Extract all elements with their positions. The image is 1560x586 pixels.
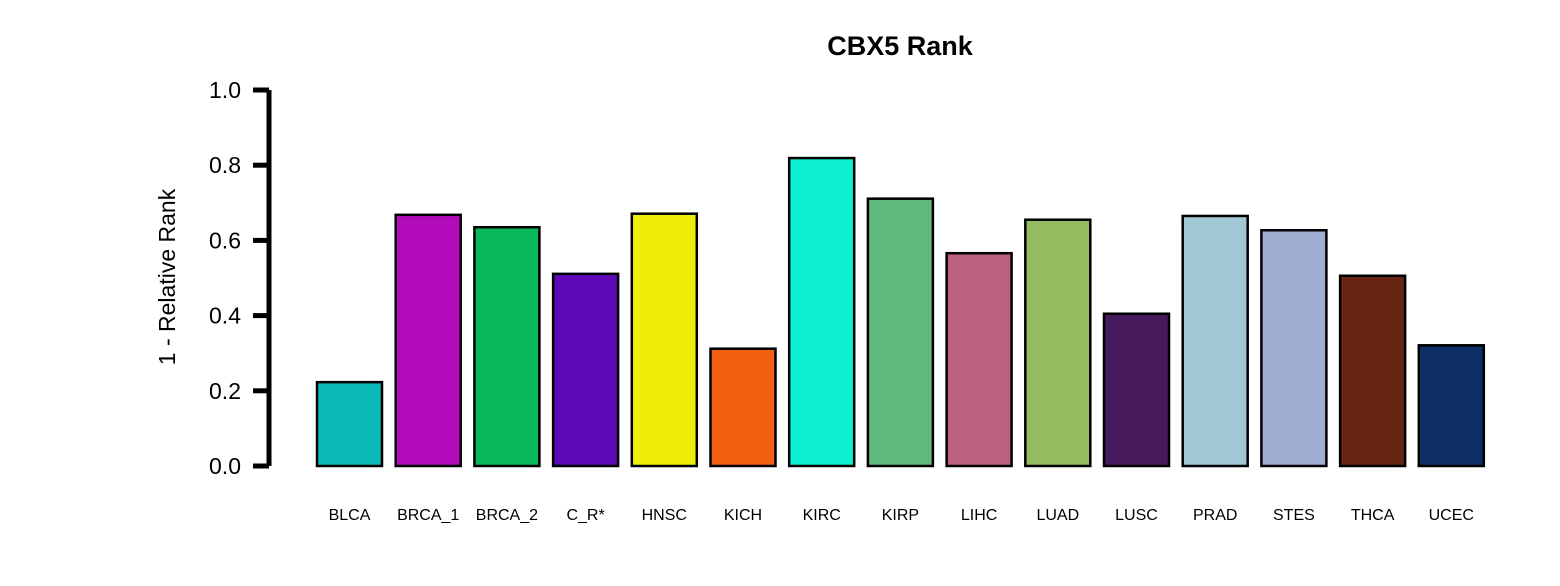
x-tick-label: KIRP — [882, 507, 919, 524]
chart-title: CBX5 Rank — [827, 31, 974, 61]
bar-ucec — [1417, 344, 1486, 468]
x-tick-label: BRCA_1 — [397, 507, 459, 524]
x-tick-label: C_R* — [566, 507, 604, 524]
y-ticks: 0.0 0.2 0.4 0.6 0.8 1.0 — [209, 77, 269, 479]
y-tick-label: 1.0 — [209, 77, 241, 103]
y-tick-label: 0.4 — [209, 303, 241, 329]
bar-kirp — [866, 197, 935, 468]
bar-c-r — [551, 272, 620, 468]
bar-hnsc — [630, 212, 699, 468]
bar-thca — [1338, 274, 1407, 468]
bar-kich — [709, 347, 777, 468]
y-tick-label: 0.2 — [209, 378, 241, 404]
bar-luad — [1024, 218, 1092, 468]
bar-lusc — [1102, 312, 1171, 468]
bar-blca — [315, 380, 384, 468]
bar-prad — [1181, 214, 1249, 468]
y-tick-label: 0.6 — [209, 227, 241, 253]
bars — [315, 156, 1486, 468]
y-axis-label: 1 - Relative Rank — [154, 188, 180, 365]
bar-stes — [1260, 228, 1328, 468]
x-tick-label: THCA — [1351, 507, 1395, 524]
x-tick-label: UCEC — [1429, 507, 1474, 524]
x-tick-label: KICH — [724, 507, 762, 524]
x-tick-label: KIRC — [803, 507, 841, 524]
bar-kirc — [787, 156, 856, 468]
y-tick-label: 0.0 — [209, 453, 241, 479]
x-tick-labels: BLCA BRCA_1 BRCA_2 C_R* HNSC KICH KIRC KIRP LIHC… — [329, 507, 1474, 524]
x-tick-label: PRAD — [1193, 507, 1237, 524]
bar-lihc — [945, 251, 1013, 468]
bar-brca-2 — [473, 225, 541, 468]
x-tick-label: BLCA — [329, 507, 371, 524]
x-tick-label: BRCA_2 — [476, 507, 538, 524]
x-tick-label: HNSC — [642, 507, 687, 524]
x-tick-label: LIHC — [961, 507, 997, 524]
x-tick-label: LUAD — [1036, 507, 1079, 524]
x-tick-label: LUSC — [1115, 507, 1158, 524]
y-tick-label: 0.8 — [209, 152, 241, 178]
x-tick-label: STES — [1273, 507, 1315, 524]
bar-brca-1 — [394, 213, 462, 468]
